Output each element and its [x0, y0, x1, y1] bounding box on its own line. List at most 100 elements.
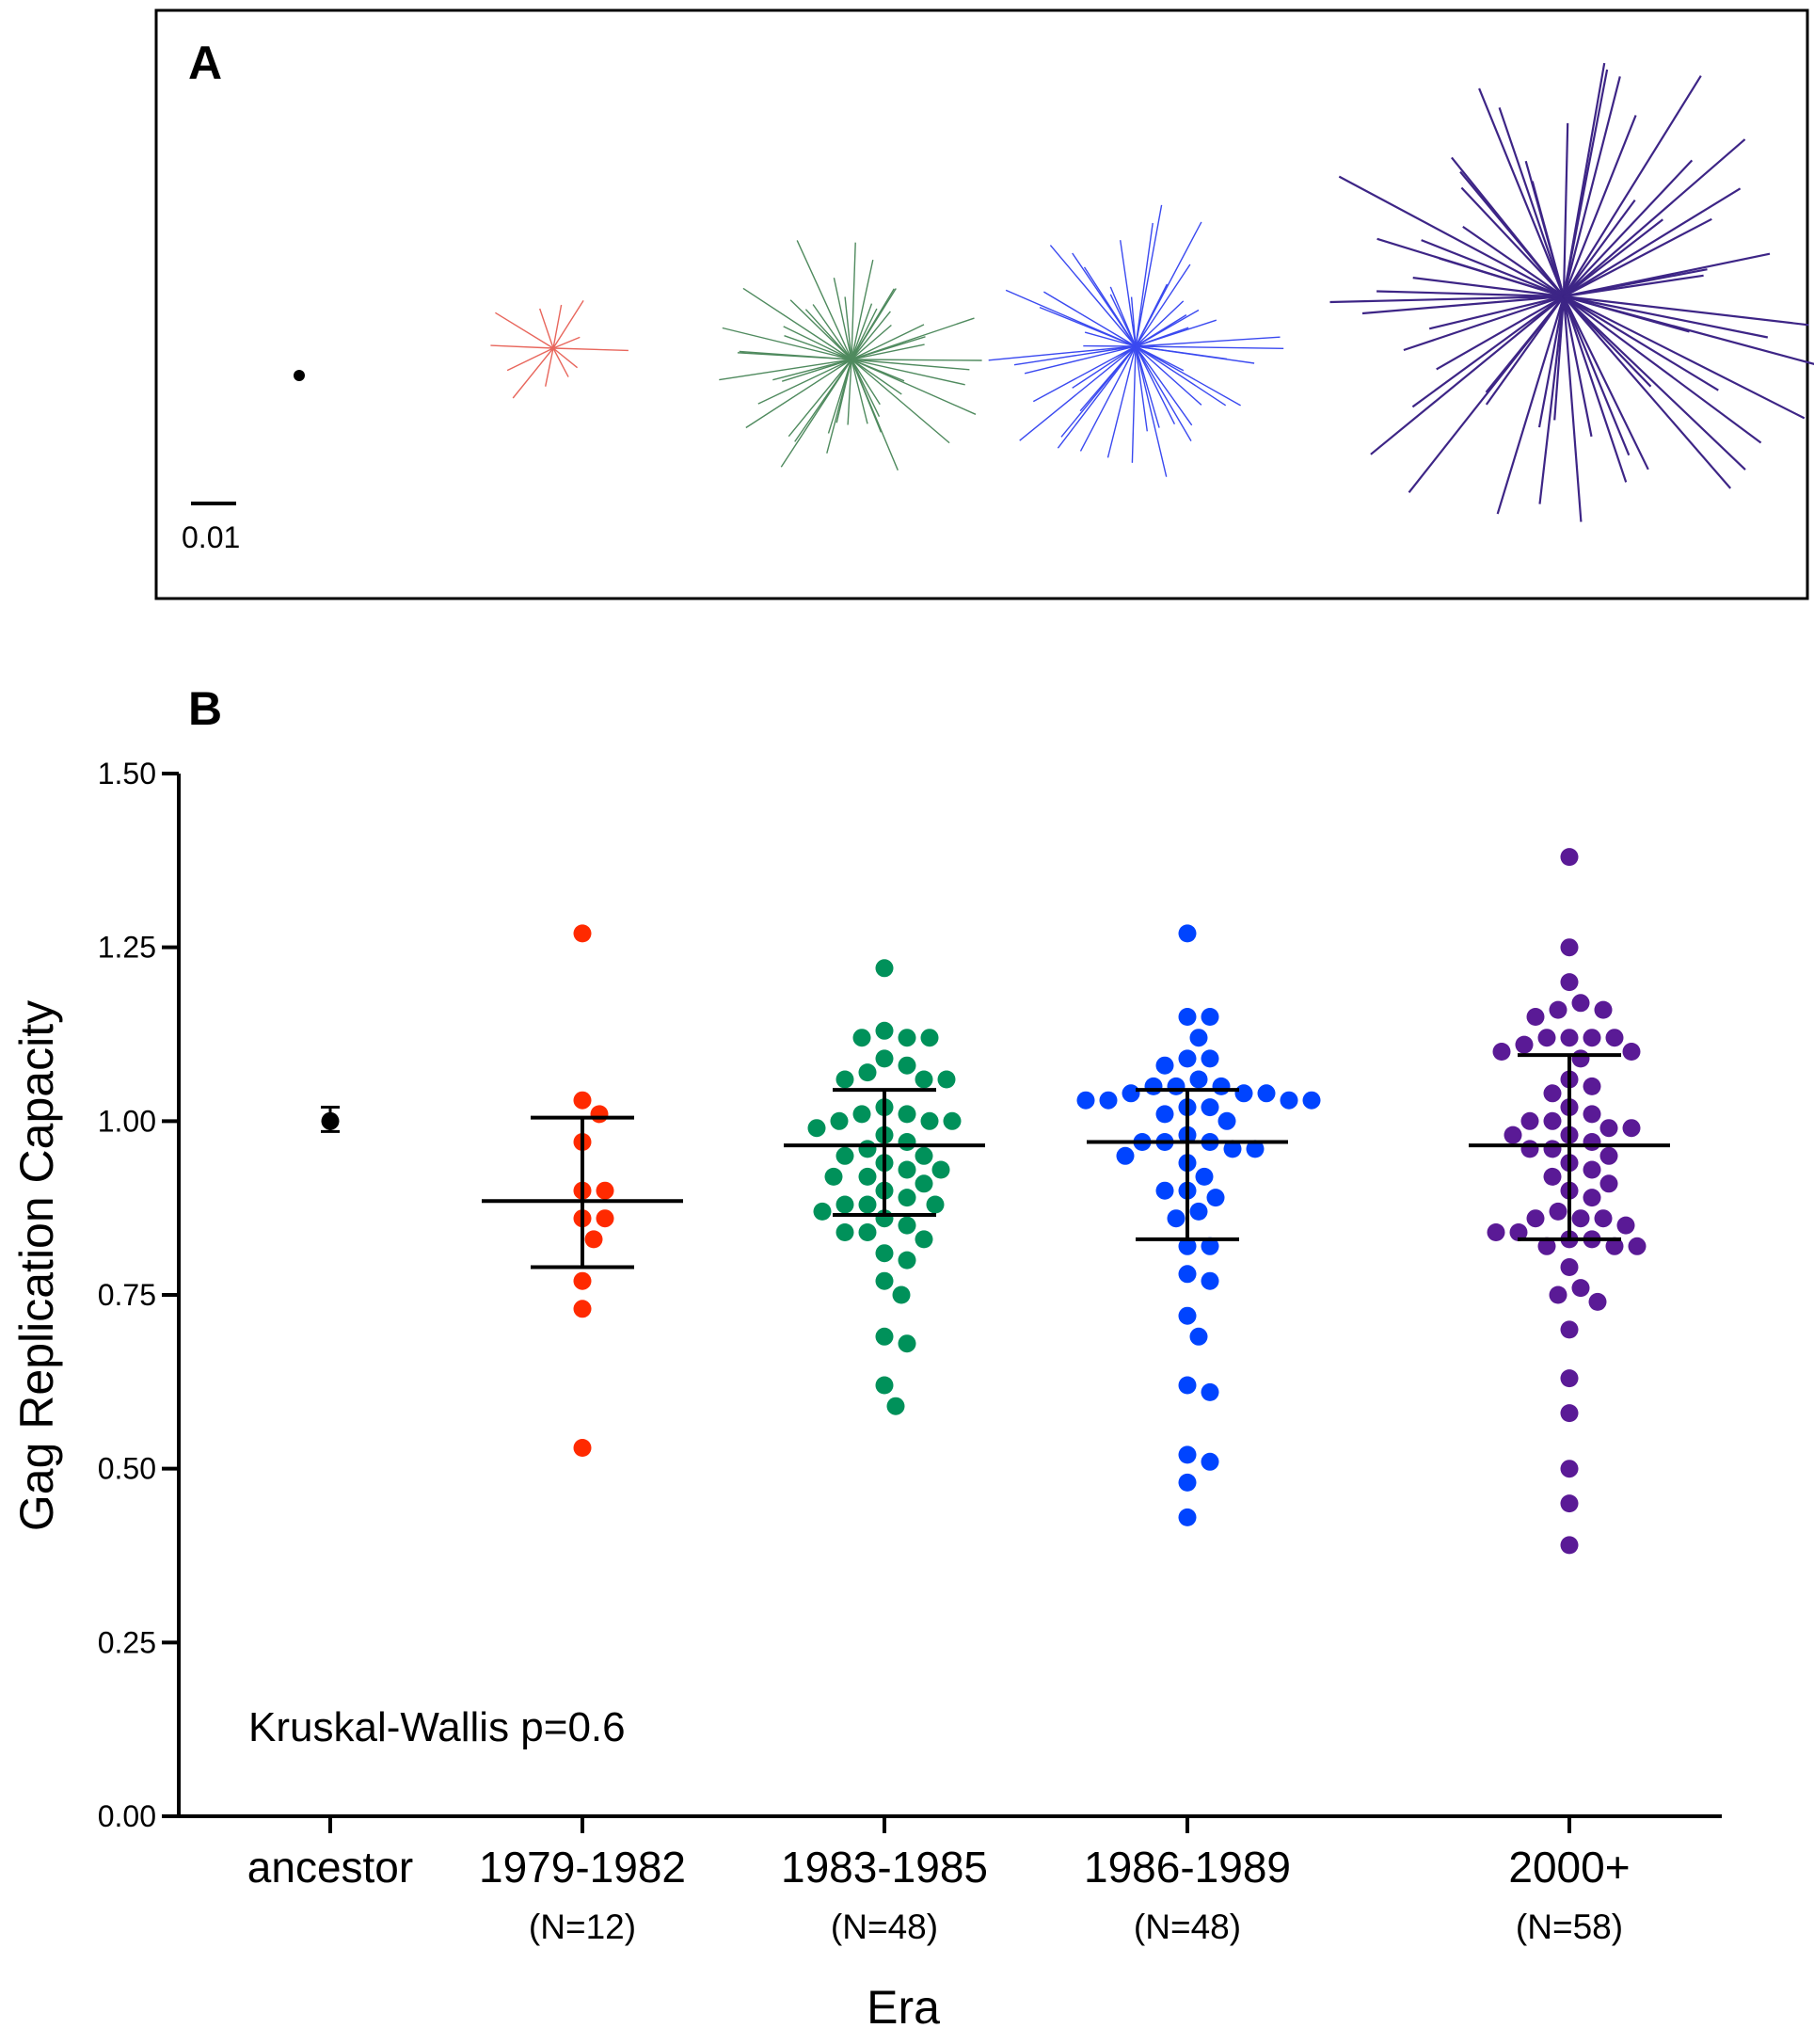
tree-branch-1979-1982 [552, 347, 629, 352]
summary-bars [321, 1053, 1670, 1270]
tree-branch-1986-1989 [1072, 345, 1137, 389]
tree-branch-1986-1989 [1084, 331, 1137, 347]
tree-branch-1986-1989 [1135, 345, 1241, 407]
tree-branch-2000+ [1563, 159, 1694, 297]
data-point-1986-1989 [1257, 1084, 1276, 1103]
data-point-1983-1985 [852, 1105, 871, 1124]
tree-branch-1983-1985 [742, 287, 852, 360]
tree-branch-1979-1982 [552, 347, 579, 369]
tree-branch-1983-1985 [826, 359, 852, 454]
tree-branch-1986-1989 [1135, 345, 1176, 425]
tree-branch-1979-1982 [490, 344, 554, 349]
data-point-1983-1985 [915, 1146, 933, 1165]
data-point-1983-1985 [858, 1167, 877, 1186]
tree-branch-2000+ [1361, 295, 1565, 315]
tree-branch-2000+ [1563, 295, 1732, 489]
data-point-2000+ [1560, 848, 1579, 867]
data-point-1986-1989 [1212, 1077, 1231, 1095]
data-point-1979-1982 [584, 1230, 603, 1249]
tree-branch-1983-1985 [827, 359, 852, 434]
data-point-2000+ [1526, 1209, 1545, 1228]
y-tick-label: 1.00 [98, 1104, 156, 1138]
data-point-1983-1985 [937, 1070, 956, 1089]
tree-branch-1983-1985 [851, 359, 868, 424]
tree-branch-2000+ [1329, 295, 1565, 304]
data-point-2000+ [1560, 1404, 1579, 1423]
data-point-1986-1989 [1280, 1091, 1298, 1110]
ancestor-tree-dot [294, 370, 305, 381]
panel-a-phylogenetic-trees: A 0.01 [154, 8, 1814, 600]
y-axis-title: Gag Replication Capacity [10, 1000, 63, 1531]
data-point-2000+ [1583, 1133, 1601, 1151]
data-point-2000+ [1605, 1237, 1624, 1255]
data-point-1983-1985 [858, 1140, 877, 1158]
tree-branch-1983-1985 [847, 359, 852, 425]
data-point-1983-1985 [875, 1271, 894, 1290]
data-point-1983-1985 [875, 1049, 894, 1068]
tree-branch-1983-1985 [833, 278, 852, 360]
data-point-2000+ [1622, 1043, 1641, 1061]
data-point-2000+ [1543, 1167, 1562, 1186]
tree-branch-1986-1989 [1135, 345, 1168, 477]
x-category-count: (N=12) [529, 1908, 636, 1946]
data-point-1983-1985 [915, 1230, 933, 1249]
data-point-1983-1985 [813, 1202, 832, 1221]
data-point-2000+ [1560, 1460, 1579, 1478]
data-point-1986-1989 [1155, 1056, 1174, 1075]
data-point-1983-1985 [835, 1223, 854, 1241]
data-point-2000+ [1599, 1119, 1618, 1138]
data-point-1986-1989 [1302, 1091, 1321, 1110]
y-tick-label: 0.00 [98, 1799, 156, 1833]
data-point-2000+ [1594, 1000, 1613, 1019]
data-point-1986-1989 [1201, 1237, 1219, 1255]
tree-branch-2000+ [1524, 160, 1566, 297]
data-point-1983-1985 [807, 1119, 826, 1138]
data-point-1983-1985 [898, 1251, 916, 1270]
tree-branch-2000+ [1370, 295, 1565, 455]
data-point-1983-1985 [875, 1021, 894, 1040]
trees-group [294, 62, 1814, 522]
tree-branch-1986-1989 [1135, 345, 1284, 349]
tree-branch-1986-1989 [1135, 345, 1148, 432]
tree-branch-1983-1985 [789, 299, 852, 360]
data-point-1983-1985 [875, 959, 894, 978]
tree-branch-2000+ [1563, 199, 1636, 297]
tree-branch-1983-1985 [794, 359, 852, 442]
data-point-1979-1982 [590, 1105, 609, 1124]
data-point-1983-1985 [920, 1029, 939, 1047]
data-point-1983-1985 [830, 1111, 849, 1130]
data-point-1979-1982 [596, 1209, 614, 1228]
tree-branch-1983-1985 [783, 326, 852, 360]
tree-branch-1986-1989 [1057, 345, 1137, 449]
data-point-2000+ [1560, 1369, 1579, 1388]
y-axis: 0.00 0.25 0.50 0.75 1.00 1.25 1.50 [98, 757, 181, 1833]
tree-branch-2000+ [1462, 225, 1565, 297]
tree-branch-2000+ [1411, 295, 1565, 408]
data-point-2000+ [1571, 994, 1590, 1013]
tree-branch-1983-1985 [804, 309, 852, 360]
data-point-1983-1985 [852, 1029, 871, 1047]
data-point-2000+ [1504, 1126, 1522, 1144]
data-point-1986-1989 [1178, 1237, 1197, 1255]
tree-branch-1983-1985 [851, 324, 892, 360]
data-point-2000+ [1492, 1043, 1511, 1061]
tree-branch-1983-1985 [851, 359, 977, 415]
data-point-1983-1985 [931, 1160, 950, 1179]
x-category-label: ancestor [247, 1843, 413, 1892]
data-point-1986-1989 [1217, 1111, 1236, 1130]
data-point-1986-1989 [1178, 1008, 1197, 1026]
tree-branch-2000+ [1563, 295, 1762, 444]
data-point-2000+ [1526, 1008, 1545, 1026]
data-point-2000+ [1560, 973, 1579, 992]
data-point-2000+ [1537, 1237, 1556, 1255]
tree-branch-1986-1989 [1135, 345, 1193, 426]
data-point-1986-1989 [1099, 1091, 1118, 1110]
tree-branch-1986-1989 [1130, 296, 1137, 347]
data-point-2000+ [1599, 1174, 1618, 1193]
data-point-1983-1985 [898, 1133, 916, 1151]
tree-branch-1983-1985 [796, 240, 852, 360]
tree-branch-1983-1985 [812, 304, 852, 360]
tree-branch-1986-1989 [1131, 345, 1137, 463]
data-point-1983-1985 [875, 1327, 894, 1346]
data-point-1983-1985 [886, 1397, 905, 1415]
